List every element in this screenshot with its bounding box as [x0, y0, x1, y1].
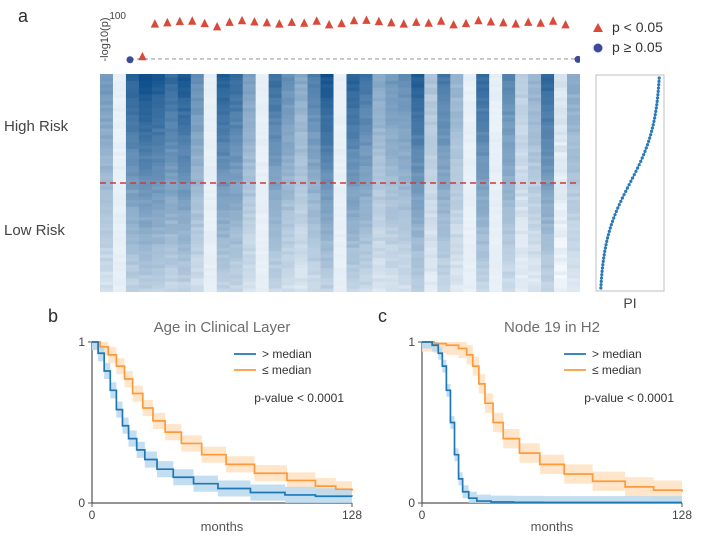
- svg-text:> median: > median: [592, 347, 642, 361]
- svg-text:Age in Clinical Layer: Age in Clinical Layer: [154, 319, 291, 336]
- svg-text:0: 0: [408, 496, 415, 510]
- svg-text:128: 128: [342, 508, 362, 522]
- panel-b-km: Age in Clinical Layer 0 1 0 128 months > media…: [62, 318, 362, 533]
- label-high-risk: High Risk: [4, 118, 68, 135]
- svg-text:Node 19 in H2: Node 19 in H2: [504, 319, 600, 336]
- panel-a-legend: p < 0.05 p ≥ 0.05: [590, 18, 705, 66]
- svg-text:p < 0.05: p < 0.05: [612, 19, 663, 35]
- svg-text:p-value < 0.0001: p-value < 0.0001: [254, 391, 344, 405]
- panel-c-km: Node 19 in H2 0 1 0 128 months > median ≤ media…: [392, 318, 692, 533]
- svg-text:0: 0: [78, 496, 85, 510]
- svg-text:128: 128: [672, 508, 692, 522]
- svg-text:1: 1: [408, 335, 415, 349]
- panel-a-heatmap: [100, 74, 580, 292]
- svg-text:100: 100: [109, 12, 126, 22]
- svg-text:0: 0: [89, 508, 96, 522]
- svg-text:0: 0: [419, 508, 426, 522]
- label-low-risk: Low Risk: [4, 222, 65, 239]
- panel-a-scatter: -log10(p)100: [100, 12, 580, 67]
- svg-text:> median: > median: [262, 347, 312, 361]
- panel-label-c: c: [378, 306, 387, 327]
- svg-text:p ≥ 0.05: p ≥ 0.05: [612, 39, 663, 55]
- svg-text:1: 1: [78, 335, 85, 349]
- svg-text:≤ median: ≤ median: [592, 363, 641, 377]
- panel-label-a: a: [18, 6, 28, 27]
- panel-label-b: b: [48, 306, 58, 327]
- svg-text:PI: PI: [623, 295, 636, 311]
- svg-text:months: months: [531, 519, 574, 533]
- svg-text:-log10(p): -log10(p): [100, 17, 111, 61]
- svg-text:months: months: [201, 519, 244, 533]
- svg-text:≤ median: ≤ median: [262, 363, 311, 377]
- svg-text:p-value < 0.0001: p-value < 0.0001: [584, 391, 674, 405]
- panel-a-pi: PI: [595, 74, 665, 312]
